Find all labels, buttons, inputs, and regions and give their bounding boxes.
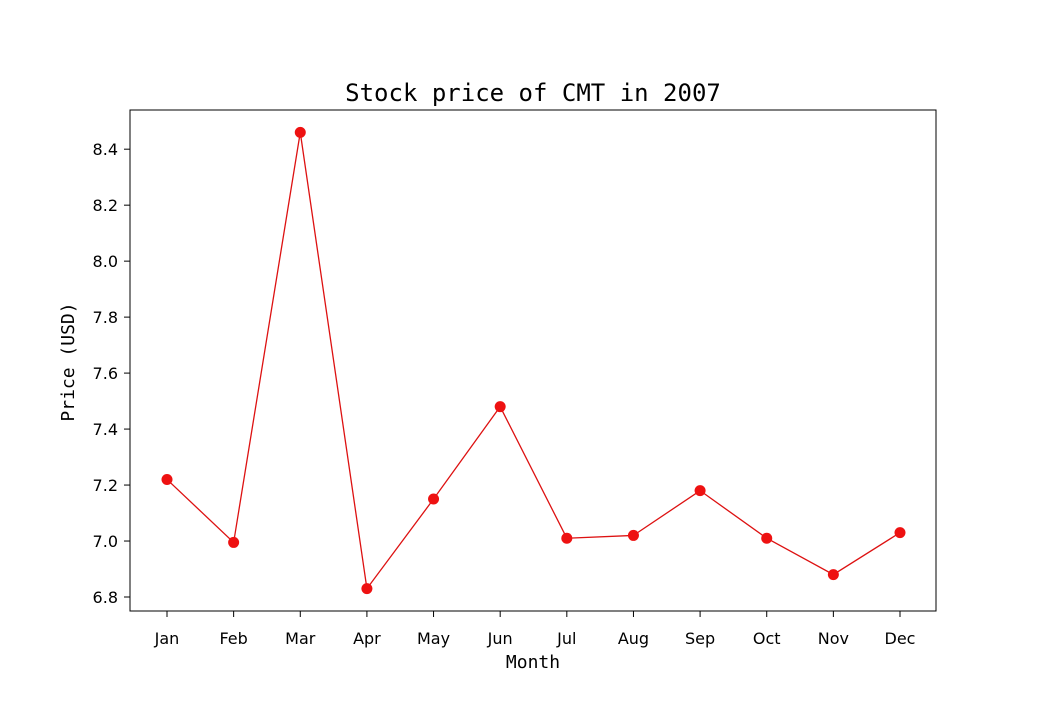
x-tick-label: Oct [753, 629, 781, 648]
x-tick-label: Mar [285, 629, 316, 648]
data-point [761, 532, 773, 544]
x-axis: Jan Feb Mar Apr May Jun Jul Aug Sep Oct Nov Dec [154, 611, 916, 648]
x-tick-label: Nov [818, 629, 849, 648]
data-point [428, 493, 440, 505]
x-tick-label: Jun [487, 629, 513, 648]
data-point [894, 527, 906, 539]
data-point [494, 401, 506, 413]
data-point [294, 126, 306, 138]
y-tick-label: 7.8 [93, 308, 118, 327]
x-tick-label: Jan [154, 629, 180, 648]
y-tick-label: 6.8 [93, 588, 118, 607]
chart-title: Stock price of CMT in 2007 [345, 79, 721, 107]
series-line [166, 132, 901, 591]
y-tick-label: 7.4 [93, 420, 118, 439]
y-axis-label: Price (USD) [58, 302, 79, 421]
x-tick-label: Feb [219, 629, 247, 648]
data-point [627, 529, 639, 541]
series-layer [161, 126, 906, 595]
x-tick-label: May [417, 629, 450, 648]
data-point [561, 532, 573, 544]
data-point [827, 569, 839, 581]
plot-area [129, 109, 937, 612]
y-tick-label: 8.0 [93, 252, 118, 271]
x-tick-label: Dec [885, 629, 916, 648]
x-tick-label: Sep [685, 629, 715, 648]
plot-frame [129, 109, 937, 612]
y-tick-label: 7.6 [93, 364, 118, 383]
data-point [161, 473, 173, 485]
x-tick-label: Apr [353, 629, 381, 648]
x-tick-label: Jul [556, 629, 576, 648]
x-tick-label: Aug [618, 629, 649, 648]
data-point [228, 536, 240, 548]
y-tick-label: 8.2 [93, 196, 118, 215]
y-axis: 6.8 7.0 7.2 7.4 7.6 7.8 8.0 8.2 8.4 [93, 140, 130, 607]
y-tick-label: 7.2 [93, 476, 118, 495]
x-axis-label: Month [506, 652, 560, 673]
data-point [361, 583, 373, 595]
data-point [694, 485, 706, 497]
y-tick-label: 7.0 [93, 532, 118, 551]
y-tick-label: 8.4 [93, 140, 118, 159]
